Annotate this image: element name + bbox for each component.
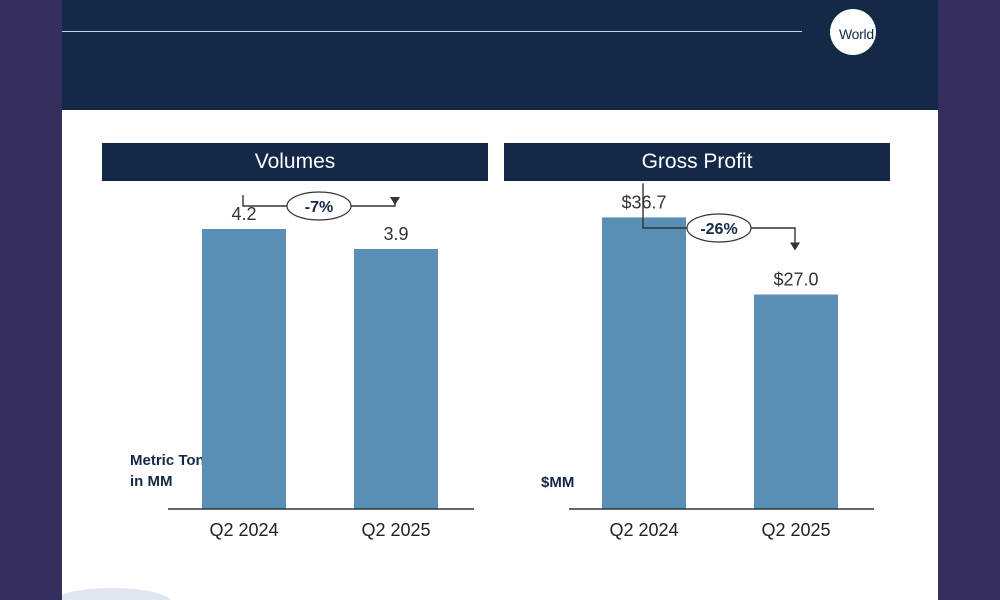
- volumes-change-label: -7%: [305, 199, 333, 216]
- header-rule: [62, 31, 802, 32]
- gross-profit-bar-1: [602, 217, 686, 510]
- volumes-value-label-1: 4.2: [231, 204, 256, 224]
- volumes-x-tick-1: Q2 2024: [209, 520, 278, 540]
- gross-profit-y-axis-label: $MM: [541, 474, 575, 491]
- volumes-bar-2: [354, 249, 438, 509]
- gross-profit-value-label-2: $27.0: [773, 269, 818, 289]
- gross-profit-x-tick-2: Q2 2025: [761, 520, 830, 540]
- gross-profit-bar-2: [754, 294, 838, 509]
- volumes-panel-title: Volumes: [102, 143, 488, 181]
- volumes-arrow-icon: [390, 197, 400, 205]
- volumes-value-label-2: 3.9: [383, 224, 408, 244]
- logo-wordmark: World Kinect™: [839, 26, 925, 42]
- slide: World Kinect™ Volumes Gross Profit Metri…: [62, 0, 938, 600]
- gross-profit-change-label: -26%: [700, 221, 737, 238]
- bar-charts: 4.2 Q2 2024 3.9 Q2 2025 -7% $36.7 Q2 2024 $27.0…: [168, 183, 874, 540]
- volumes-change-oval: [286, 191, 352, 221]
- gross-profit-value-label-1: $36.7: [621, 192, 666, 212]
- gross-profit-arrow-icon: [790, 242, 800, 251]
- gross-profit-panel-title: Gross Profit: [504, 143, 890, 181]
- world-kinect-logo: [830, 9, 876, 55]
- gross-profit-x-tick-1: Q2 2024: [609, 520, 678, 540]
- volumes-bar-1: [202, 229, 286, 509]
- decorative-swoosh: [62, 588, 172, 600]
- volumes-y-axis-label: Metric Tons in MM: [130, 452, 214, 490]
- gross-profit-change-oval: [686, 213, 752, 243]
- header-band: World Kinect™: [62, 0, 938, 110]
- volumes-x-tick-2: Q2 2025: [361, 520, 430, 540]
